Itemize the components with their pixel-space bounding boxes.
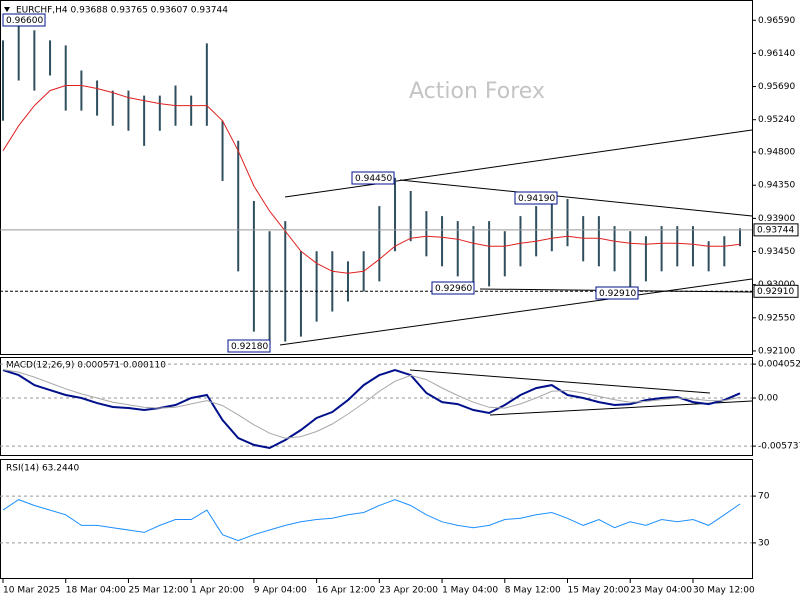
chart-title: EURCHF,H4 0.93688 0.93765 0.93607 0.9374… (16, 6, 228, 16)
macd-pane (0, 357, 753, 456)
y-tick-label: 0.004052 (758, 360, 800, 370)
y-tick-label: 0.93450 (758, 247, 795, 257)
y-tick-label: 0.93900 (758, 214, 795, 224)
x-tick-label: 9 Apr 04:00 (254, 586, 307, 596)
y-tick-label: 0.92550 (758, 313, 795, 323)
annotation-box (595, 286, 639, 300)
trend-line (399, 179, 753, 217)
price-level-box (753, 223, 799, 237)
y-tick-label: 0.95240 (758, 115, 795, 125)
indicator-line (2, 369, 741, 450)
y-tick-label: 0.92100 (758, 346, 795, 356)
y-tick-label: 0.95690 (758, 82, 795, 92)
indicator-line (2, 85, 741, 274)
indicator-line (2, 499, 741, 542)
x-tick-label: 23 Apr 20:00 (379, 586, 438, 596)
x-tick-label: 30 May 12:00 (693, 586, 755, 596)
y-tick-label: -0.005737 (758, 442, 800, 452)
rsi-pane (0, 459, 753, 579)
annotation: 0.96600 (6, 16, 43, 26)
x-tick-label: 1 May 04:00 (442, 586, 498, 596)
x-tick-label: 15 May 20:00 (568, 586, 630, 596)
annotation: 0.92180 (231, 342, 268, 352)
annotation-box (2, 13, 46, 27)
y-tick-label: 30 (758, 538, 770, 548)
x-tick-label: 23 May 04:00 (630, 586, 692, 596)
annotation: 0.92960 (435, 284, 472, 294)
annotation-box (227, 339, 271, 353)
annotation: 0.94450 (355, 174, 392, 184)
annotation: 0.94190 (518, 194, 555, 204)
y-tick-label: 0.00 (758, 394, 778, 404)
trend-line (409, 369, 711, 394)
x-tick-label: 8 May 12:00 (505, 586, 561, 596)
trend-line (279, 278, 753, 346)
rsi-title: RSI(14) 63.2440 (6, 464, 79, 474)
y-tick-label: 0.96140 (758, 49, 795, 59)
y-tick-label: 70 (758, 492, 770, 502)
y-tick-label: 0.94350 (758, 181, 795, 191)
annotation-box (431, 281, 475, 295)
x-tick-label: 10 Mar 2025 (3, 586, 60, 596)
annotation-box (514, 191, 558, 205)
macd-title: MACD(12,26,9) 0.000571 0.000110 (6, 361, 166, 371)
watermark: Action Forex (409, 79, 545, 104)
annotation: 0.92910 (599, 289, 636, 299)
annotation-box (351, 171, 395, 185)
price-level-label: 0.93744 (757, 225, 794, 235)
menu-arrow (4, 7, 10, 12)
y-tick-label: 0.94800 (758, 148, 795, 158)
x-tick-label: 16 Apr 12:00 (317, 586, 376, 596)
x-tick-label: 25 Mar 12:00 (128, 586, 188, 596)
y-tick-label: 0.96590 (758, 16, 795, 26)
price-level-label: 0.92910 (757, 287, 794, 297)
x-tick-label: 18 Mar 04:00 (66, 586, 126, 596)
price-level-box (753, 284, 799, 298)
indicator-line (2, 369, 741, 439)
x-tick-label: 1 Apr 20:00 (191, 586, 244, 596)
trend-line (284, 129, 753, 198)
